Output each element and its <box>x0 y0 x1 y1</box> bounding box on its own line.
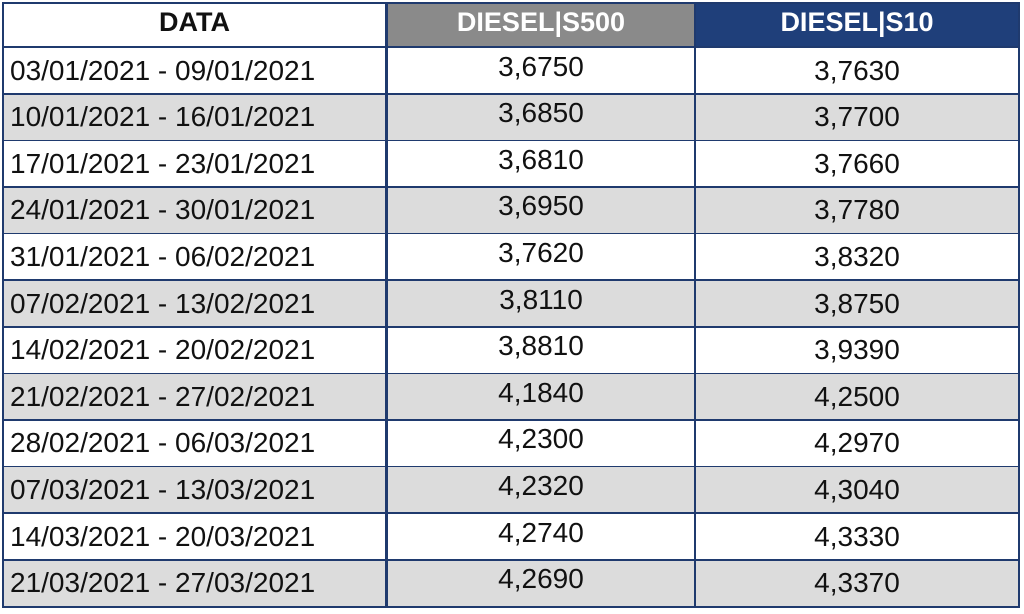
price-cell: 3,7700 <box>696 94 1018 140</box>
price-cell: 4,2970 <box>696 420 1018 466</box>
column-separator <box>694 46 696 606</box>
date-cell: 10/01/2021 - 16/01/2021 <box>4 94 385 140</box>
price-cell: 3,7660 <box>696 141 1018 187</box>
price-cell: 3,7630 <box>696 48 1018 93</box>
price-cell: 3,8320 <box>696 234 1018 280</box>
price-cell: 4,3040 <box>696 467 1018 513</box>
price-cell: 4,3330 <box>696 514 1018 559</box>
date-cell: 24/01/2021 - 30/01/2021 <box>4 187 385 233</box>
price-cell: 3,6850 <box>388 94 694 140</box>
date-cell: 31/01/2021 - 06/02/2021 <box>4 234 385 280</box>
price-cell: 3,6810 <box>388 141 694 187</box>
price-cell: 3,6750 <box>388 48 694 93</box>
price-cell: 4,3370 <box>696 560 1018 606</box>
header-cell: DIESEL|S500 <box>388 4 694 46</box>
header-cell: DATA <box>4 4 385 46</box>
price-cell: 4,2320 <box>388 467 694 513</box>
price-cell: 4,2500 <box>696 374 1018 420</box>
date-cell: 03/01/2021 - 09/01/2021 <box>4 48 385 93</box>
price-cell: 3,7620 <box>388 234 694 280</box>
price-cell: 3,6950 <box>388 187 694 233</box>
date-cell: 07/02/2021 - 13/02/2021 <box>4 281 385 326</box>
price-cell: 3,8750 <box>696 281 1018 326</box>
price-cell: 3,7780 <box>696 187 1018 233</box>
date-cell: 21/03/2021 - 27/03/2021 <box>4 560 385 606</box>
price-cell: 3,9390 <box>696 327 1018 373</box>
date-cell: 07/03/2021 - 13/03/2021 <box>4 467 385 513</box>
date-cell: 28/02/2021 - 06/03/2021 <box>4 420 385 466</box>
header-cell: DIESEL|S10 <box>696 4 1018 46</box>
price-cell: 4,1840 <box>388 374 694 420</box>
date-cell: 17/01/2021 - 23/01/2021 <box>4 141 385 187</box>
date-cell: 14/02/2021 - 20/02/2021 <box>4 327 385 373</box>
price-cell: 4,2690 <box>388 560 694 606</box>
price-cell: 3,8810 <box>388 327 694 373</box>
date-cell: 14/03/2021 - 20/03/2021 <box>4 514 385 559</box>
date-cell: 21/02/2021 - 27/02/2021 <box>4 374 385 420</box>
price-cell: 3,8110 <box>388 281 694 326</box>
price-cell: 4,2300 <box>388 420 694 466</box>
price-cell: 4,2740 <box>388 514 694 559</box>
